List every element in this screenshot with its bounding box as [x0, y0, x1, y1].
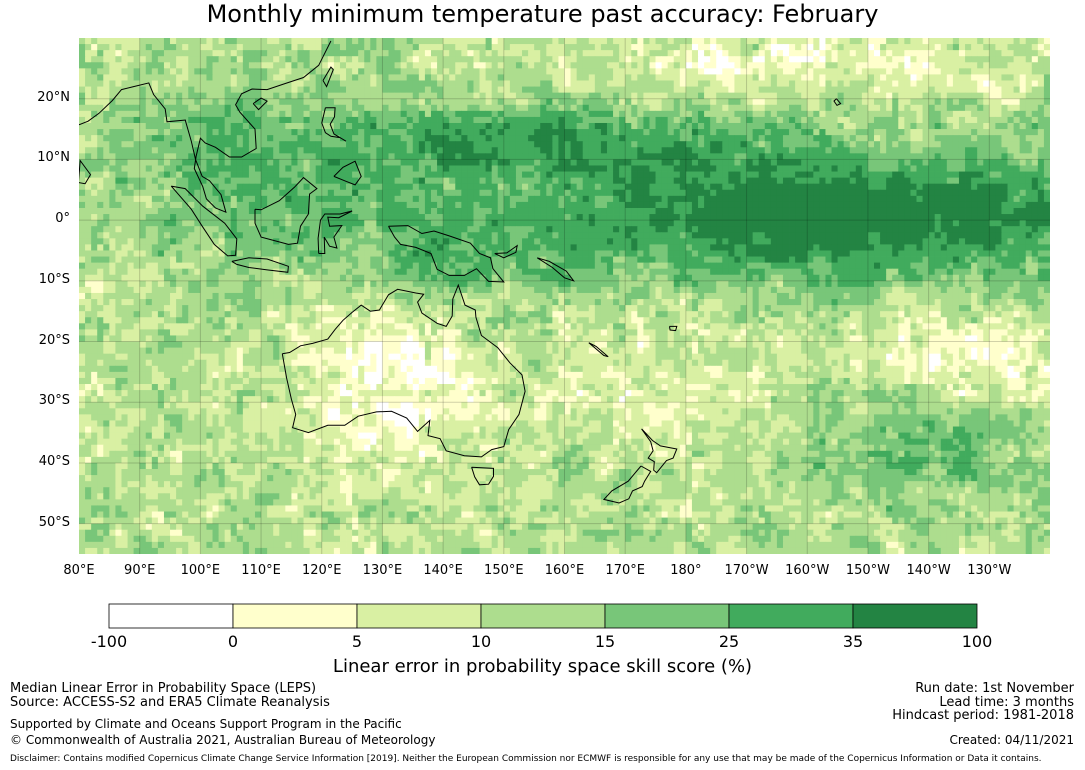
latitude-label: 40°S — [0, 454, 70, 469]
latitude-label: 10°N — [0, 150, 70, 165]
colorbar-segment — [233, 604, 357, 628]
latitude-label: 10°S — [0, 272, 70, 287]
colorbar-segment — [729, 604, 853, 628]
colorbar-tick-label: 15 — [580, 632, 630, 651]
info-left-line4: © Commonwealth of Australia 2021, Austra… — [10, 733, 435, 747]
colorbar-segment — [853, 604, 977, 628]
disclaimer: Disclaimer: Contains modified Copernicus… — [10, 754, 1042, 764]
colorbar-label: Linear error in probability space skill … — [0, 656, 1085, 677]
colorbar-segment — [357, 604, 481, 628]
colorbar-tick-label: 100 — [952, 632, 1002, 651]
longitude-label: 140°E — [413, 563, 473, 578]
longitude-label: 120°E — [292, 563, 352, 578]
colorbar-tick-label: -100 — [84, 632, 134, 651]
skill-score-map — [79, 38, 1050, 554]
latitude-label: 20°S — [0, 333, 70, 348]
run-date: Run date: 1st November — [915, 682, 1074, 696]
info-left-line3: Supported by Climate and Oceans Support … — [10, 717, 402, 731]
longitude-label: 140°W — [899, 563, 959, 578]
longitude-label: 150°E — [474, 563, 534, 578]
latitude-label: 50°S — [0, 515, 70, 530]
hindcast-period: Hindcast period: 1981-2018 — [892, 709, 1074, 723]
created-date: Created: 04/11/2021 — [949, 733, 1074, 747]
colorbar-tick-label: 10 — [456, 632, 506, 651]
longitude-label: 170°E — [595, 563, 655, 578]
longitude-label: 160°E — [535, 563, 595, 578]
map-title: Monthly minimum temperature past accurac… — [0, 0, 1085, 28]
longitude-label: 80°E — [49, 563, 109, 578]
colorbar-segment — [109, 604, 233, 628]
longitude-label: 150°W — [838, 563, 898, 578]
info-left-line2: Source: ACCESS-S2 and ERA5 Climate Reana… — [10, 696, 330, 710]
colorbar-segment — [605, 604, 729, 628]
colorbar-tick-label: 25 — [704, 632, 754, 651]
longitude-label: 130°W — [959, 563, 1019, 578]
longitude-label: 90°E — [110, 563, 170, 578]
longitude-label: 100°E — [170, 563, 230, 578]
longitude-label: 130°E — [352, 563, 412, 578]
colorbar-tick-label: 5 — [332, 632, 382, 651]
colorbar-tick-label: 0 — [208, 632, 258, 651]
colorbar-tick-label: 35 — [828, 632, 878, 651]
longitude-label: 180° — [656, 563, 716, 578]
longitude-label: 170°W — [717, 563, 777, 578]
latitude-label: 20°N — [0, 90, 70, 105]
longitude-label: 160°W — [777, 563, 837, 578]
colorbar-segment — [481, 604, 605, 628]
info-left-line1: Median Linear Error in Probability Space… — [10, 682, 316, 696]
longitude-label: 110°E — [231, 563, 291, 578]
latitude-label: 30°S — [0, 393, 70, 408]
latitude-label: 0° — [0, 211, 70, 226]
